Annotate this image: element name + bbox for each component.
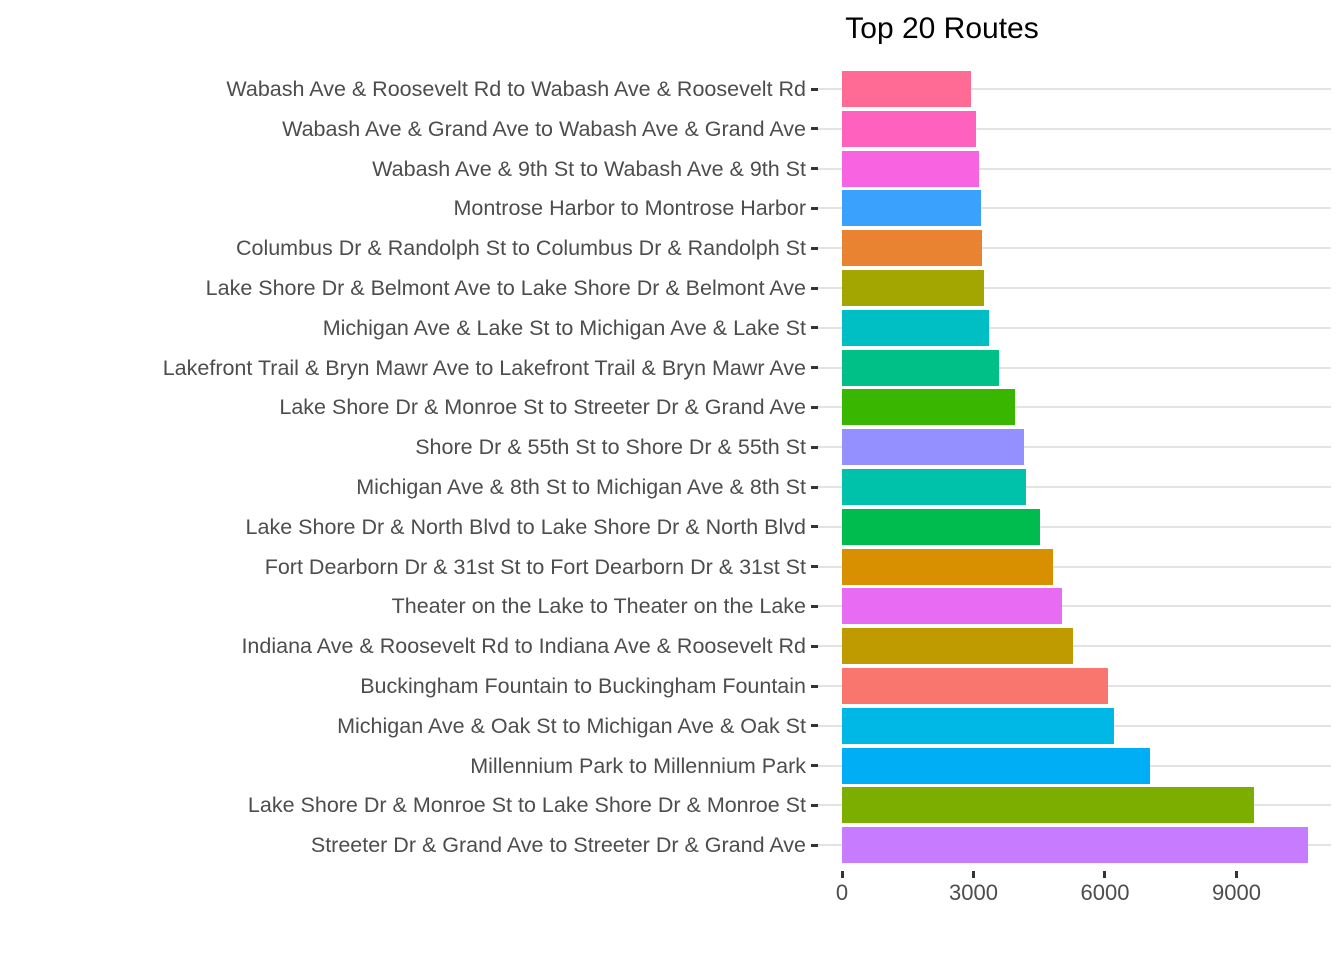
gridline <box>818 326 1331 329</box>
y-axis-tick <box>811 485 818 489</box>
x-axis-tick-label: 3000 <box>949 880 998 905</box>
bar <box>842 270 984 306</box>
gridline <box>818 207 1331 210</box>
gridline <box>818 645 1331 648</box>
gridline <box>818 127 1331 130</box>
x-axis-tick-label: 9000 <box>1211 880 1261 905</box>
y-axis-label: Buckingham Fountain to Buckingham Founta… <box>360 674 806 698</box>
gridline <box>818 366 1331 369</box>
x-axis-tick <box>971 871 975 878</box>
bar <box>842 349 999 386</box>
bar <box>842 150 980 187</box>
bar <box>842 707 1115 744</box>
y-axis-label: Theater on the Lake to Theater on the La… <box>391 594 806 619</box>
y-axis-label: Michigan Ave & 8th St to Michigan Ave & … <box>356 475 806 499</box>
y-axis-label: Lake Shore Dr & Belmont Ave to Lake Shor… <box>205 276 806 300</box>
y-axis-label: Millennium Park to Millennium Park <box>470 753 806 778</box>
y-axis-tick <box>811 167 818 171</box>
y-axis-tick <box>811 445 818 449</box>
gridline <box>818 525 1331 528</box>
gridline <box>818 88 1331 90</box>
bar <box>842 827 1309 864</box>
y-axis-tick <box>811 684 818 688</box>
chart-title: Top 20 Routes <box>845 12 1039 45</box>
y-axis-label: Lake Shore Dr & Monroe St to Lake Shore … <box>247 793 806 818</box>
x-axis-tick-label: 6000 <box>1080 880 1130 905</box>
y-axis-tick <box>811 366 818 370</box>
bar <box>842 110 976 147</box>
bar <box>842 230 982 267</box>
y-axis-label: Michigan Ave & Lake St to Michigan Ave &… <box>322 315 806 340</box>
y-axis-tick <box>811 565 818 569</box>
y-axis-tick <box>811 803 818 807</box>
gridline <box>818 565 1331 568</box>
bar <box>842 787 1255 824</box>
y-axis-label: Indiana Ave & Roosevelt Rd to Indiana Av… <box>241 634 806 659</box>
bar <box>842 668 1108 704</box>
y-axis-label: Montrose Harbor to Montrose Harbor <box>453 196 806 221</box>
y-axis-label: Shore Dr & 55th St to Shore Dr & 55th St <box>415 435 806 460</box>
gridline <box>818 486 1331 488</box>
x-axis-tick-label: 0 <box>835 880 849 905</box>
y-axis-tick <box>811 405 818 409</box>
x-axis-tick <box>1103 871 1107 878</box>
y-axis-tick <box>811 843 818 847</box>
gridline <box>818 247 1331 250</box>
x-axis-tick <box>1234 871 1238 878</box>
y-axis-label: Columbus Dr & Randolph St to Columbus Dr… <box>235 236 806 261</box>
gridline <box>818 167 1331 170</box>
y-axis-tick <box>811 764 818 768</box>
y-axis-tick <box>811 206 818 210</box>
gridline <box>818 446 1331 449</box>
bar <box>842 588 1062 625</box>
y-axis-tick <box>811 604 818 608</box>
y-axis-tick <box>811 525 818 529</box>
y-axis-label: Lake Shore Dr & Monroe St to Streeter Dr… <box>279 395 806 420</box>
gridline <box>818 287 1331 289</box>
y-axis-tick <box>811 286 818 290</box>
bar <box>842 389 1015 426</box>
bar <box>842 309 990 346</box>
y-axis-label: Wabash Ave & Grand Ave to Wabash Ave & G… <box>282 116 806 141</box>
x-axis-tick <box>840 871 844 878</box>
y-axis-tick <box>811 724 818 728</box>
bar <box>842 469 1027 505</box>
y-axis-tick <box>811 127 818 131</box>
y-axis-label: Streeter Dr & Grand Ave to Streeter Dr &… <box>310 833 806 858</box>
y-axis-label: Lakefront Trail & Bryn Mawr Ave to Lakef… <box>162 355 806 380</box>
bar <box>842 508 1040 545</box>
y-axis-tick <box>811 246 818 250</box>
y-axis-tick <box>811 644 818 648</box>
bar <box>842 628 1074 665</box>
bar <box>842 747 1150 784</box>
y-axis-label: Wabash Ave & Roosevelt Rd to Wabash Ave … <box>226 77 806 101</box>
gridline <box>818 406 1331 409</box>
y-axis-label: Fort Dearborn Dr & 31st St to Fort Dearb… <box>264 554 806 579</box>
bar <box>842 71 972 107</box>
y-axis-label: Michigan Ave & Oak St to Michigan Ave & … <box>337 713 806 738</box>
bar <box>842 429 1024 466</box>
y-axis-tick <box>811 326 818 330</box>
bar <box>842 190 981 227</box>
gridline <box>818 605 1331 608</box>
bar <box>842 548 1054 585</box>
y-axis-tick <box>811 87 818 91</box>
y-axis-label: Wabash Ave & 9th St to Wabash Ave & 9th … <box>372 156 806 181</box>
y-axis-label: Lake Shore Dr & North Blvd to Lake Shore… <box>245 514 806 539</box>
